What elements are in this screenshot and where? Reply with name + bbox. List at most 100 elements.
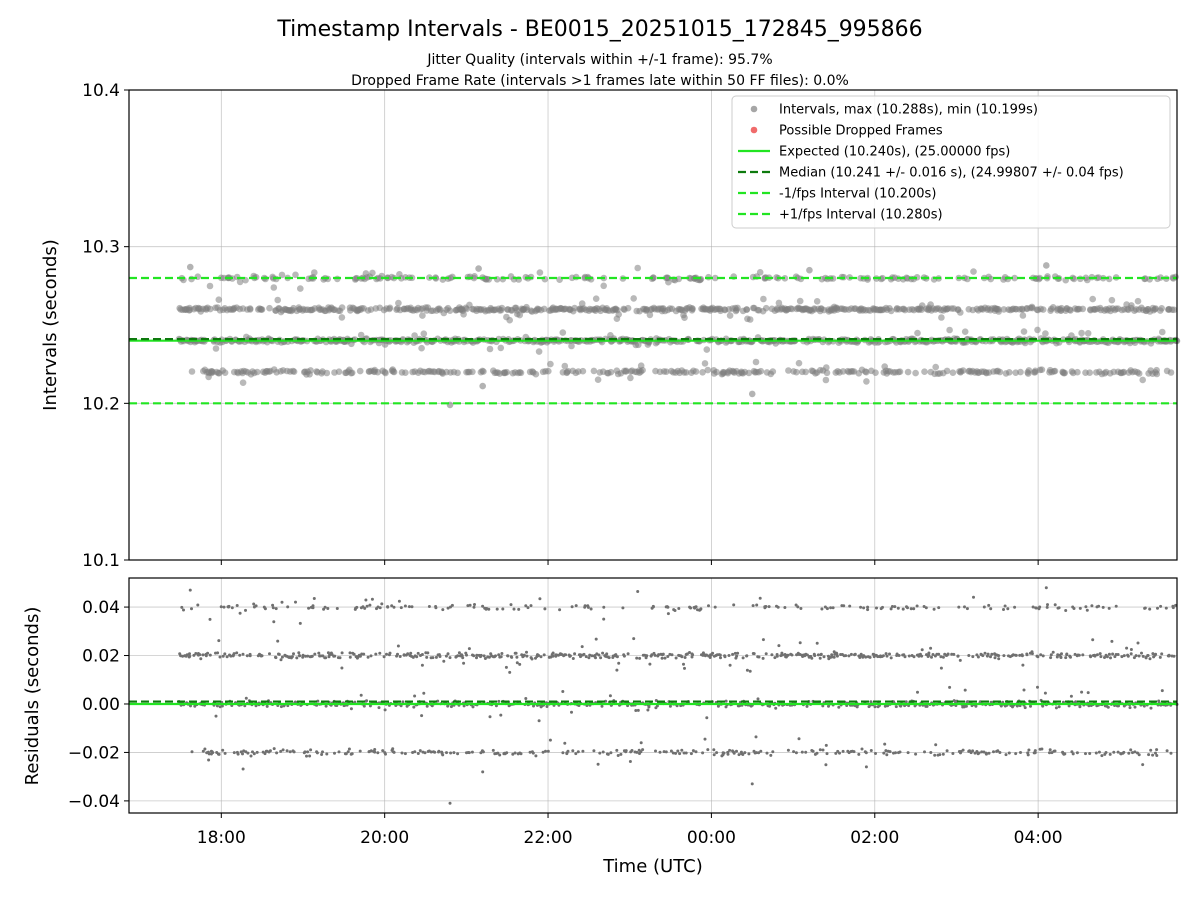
residual-point: [581, 749, 585, 753]
residual-point: [1070, 750, 1074, 754]
top-plot-frame: [128, 89, 1178, 561]
interval-outlier: [479, 382, 486, 390]
interval-point: [692, 368, 700, 375]
residual-point: [1085, 608, 1089, 612]
residual-point: [515, 655, 519, 659]
residual-point: [241, 752, 244, 756]
residual-point: [392, 605, 396, 609]
residual-point: [804, 750, 808, 754]
interval-point: [624, 304, 632, 312]
residual-point: [196, 603, 200, 607]
residual-point: [796, 605, 800, 609]
interval-outlier: [806, 266, 813, 274]
residual-point: [866, 605, 870, 609]
interval-point: [559, 329, 567, 336]
residual-point: [622, 654, 626, 658]
x-tick-label: 22:00: [524, 828, 573, 848]
residual-point: [917, 654, 921, 658]
interval-point: [646, 311, 654, 319]
residual-point: [712, 753, 716, 757]
residual-point: [875, 606, 878, 610]
residual-point: [661, 652, 665, 656]
interval-point: [266, 304, 273, 312]
residual-point: [844, 654, 848, 658]
residual-point: [771, 750, 775, 754]
residual-point: [227, 604, 231, 608]
legend-label: Intervals, max (10.288s), min (10.199s): [779, 103, 1038, 118]
bottom-grid: [129, 578, 1177, 813]
residual-point: [956, 654, 960, 658]
interval-point: [823, 369, 831, 377]
residual-point: [920, 654, 924, 658]
residual-point: [906, 751, 910, 755]
residual-point: [551, 654, 555, 658]
residual-point: [726, 752, 730, 756]
residual-point: [1053, 603, 1057, 607]
interval-outlier: [186, 263, 194, 271]
residual-point: [663, 656, 667, 660]
interval-point: [236, 278, 244, 286]
residual-point: [355, 605, 359, 609]
residual-point: [882, 751, 886, 755]
interval-point: [215, 296, 223, 304]
residual-point: [501, 607, 505, 611]
residual-point: [403, 604, 407, 608]
residual-point: [359, 693, 363, 697]
residual-point: [1048, 751, 1051, 755]
interval-point: [957, 309, 964, 316]
residual-point: [694, 750, 698, 754]
residual-point: [1132, 656, 1136, 660]
residual-point: [369, 749, 373, 753]
residual-point: [764, 652, 768, 656]
residual-point: [983, 651, 987, 655]
interval-point: [1170, 306, 1178, 314]
residual-point: [1107, 652, 1111, 656]
residual-point: [412, 705, 416, 709]
residual-point: [707, 604, 710, 608]
residual-point: [1111, 652, 1115, 656]
residual-point: [441, 608, 445, 612]
residual-point: [488, 715, 492, 719]
residual-point: [893, 605, 897, 609]
residual-point: [468, 603, 472, 607]
residual-point: [691, 653, 695, 657]
residual-point: [491, 748, 495, 752]
interval-point: [1011, 274, 1018, 282]
residual-point: [669, 749, 673, 753]
residual-point: [657, 653, 661, 657]
residual-point: [1034, 606, 1038, 610]
residual-point: [358, 654, 362, 658]
residual-point: [660, 656, 664, 660]
residual-point: [365, 604, 369, 608]
residual-point: [1004, 753, 1008, 757]
residual-point: [530, 657, 534, 661]
interval-point: [446, 307, 454, 315]
interval-point: [921, 368, 928, 376]
interval-point: [769, 368, 777, 375]
interval-point: [270, 284, 278, 291]
interval-point: [879, 274, 886, 282]
residual-point: [964, 704, 968, 708]
interval-point: [212, 345, 220, 352]
residual-point: [662, 750, 666, 754]
residual-point: [841, 749, 845, 753]
interval-point: [323, 369, 331, 377]
top-y-tick-label: 10.4: [82, 81, 120, 101]
residual-point: [216, 651, 220, 655]
residual-point: [333, 751, 336, 755]
residual-point: [848, 604, 852, 608]
residual-point: [818, 748, 822, 752]
residual-point: [509, 603, 513, 607]
residual-point: [403, 752, 407, 756]
bottom-points: [177, 586, 1179, 805]
residual-point: [931, 653, 935, 656]
residual-point: [308, 754, 312, 758]
interval-point: [743, 306, 751, 313]
residual-point: [499, 713, 503, 717]
interval-point: [253, 368, 261, 376]
residual-outlier: [1044, 586, 1048, 590]
residual-point: [272, 747, 276, 751]
interval-point: [943, 367, 951, 375]
interval-point: [615, 311, 622, 318]
interval-point: [635, 341, 642, 349]
